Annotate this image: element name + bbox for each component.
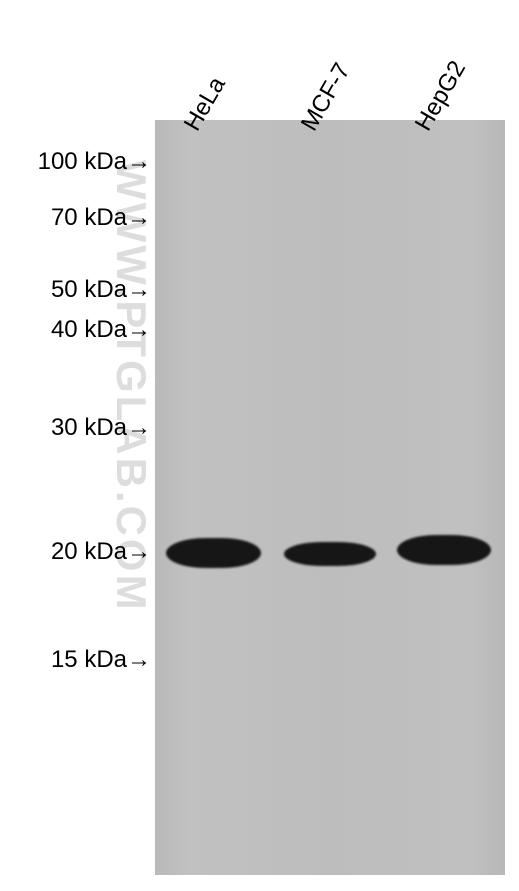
figure-container: WWW.PTGLAB.COM HeLa MCF-7 HepG2 100 kDa→… xyxy=(0,0,519,891)
blot-membrane xyxy=(155,120,505,875)
marker-20kda: 20 kDa→ xyxy=(51,538,151,566)
band-hepg2 xyxy=(397,535,491,565)
marker-70kda: 70 kDa→ xyxy=(51,204,151,232)
marker-15kda: 15 kDa→ xyxy=(51,646,151,674)
band-mcf7 xyxy=(284,542,376,566)
marker-50kda: 50 kDa→ xyxy=(51,276,151,304)
marker-40kda: 40 kDa→ xyxy=(51,316,151,344)
marker-100kda: 100 kDa→ xyxy=(38,148,151,176)
marker-30kda: 30 kDa→ xyxy=(51,414,151,442)
band-hela xyxy=(166,538,261,568)
